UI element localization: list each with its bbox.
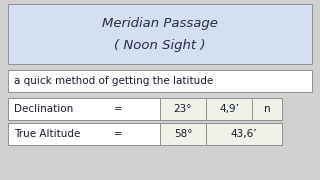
Bar (160, 123, 206, 145)
Bar (206, 123, 282, 145)
Text: =: = (114, 129, 122, 139)
Text: 43,6’: 43,6’ (231, 129, 257, 139)
Text: Meridian Passage: Meridian Passage (102, 17, 218, 30)
Text: Declination: Declination (14, 104, 73, 114)
Text: True Altitude: True Altitude (14, 129, 80, 139)
Bar (252, 98, 282, 120)
Bar (8, 70, 312, 92)
Bar (8, 4, 312, 64)
Text: a quick method of getting the latitude: a quick method of getting the latitude (14, 76, 213, 86)
Bar (206, 98, 252, 120)
Text: =: = (114, 104, 122, 114)
Bar (8, 123, 160, 145)
Text: ( Noon Sight ): ( Noon Sight ) (114, 39, 206, 53)
Text: 23°: 23° (174, 104, 192, 114)
Text: 4,9’: 4,9’ (219, 104, 239, 114)
Text: 58°: 58° (174, 129, 192, 139)
Bar (8, 98, 160, 120)
Text: n: n (264, 104, 270, 114)
Bar (160, 98, 206, 120)
